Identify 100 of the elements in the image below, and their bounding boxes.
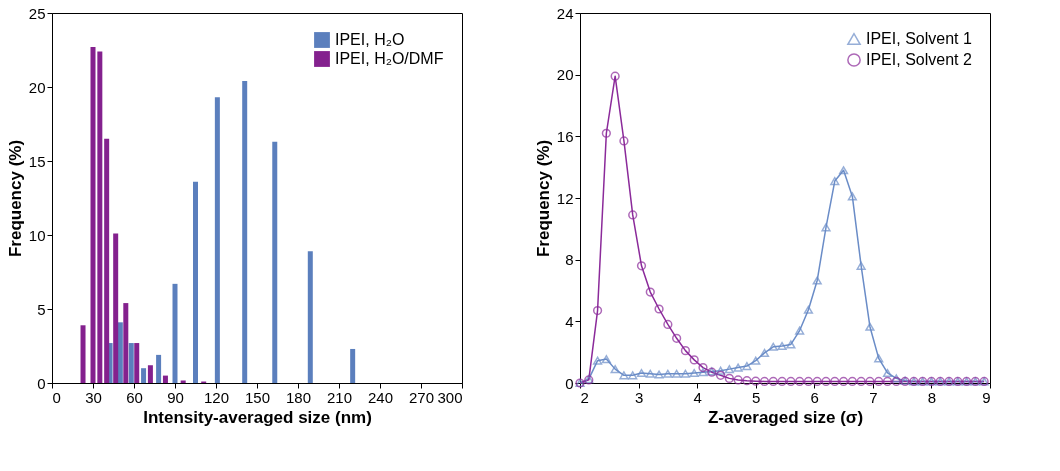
- point: [733, 363, 743, 372]
- point: [838, 376, 849, 387]
- point: [874, 354, 884, 363]
- point: [645, 369, 655, 378]
- y-tick-label: 25: [28, 4, 46, 22]
- y-tick-label: 10: [28, 226, 46, 244]
- x-tick-label: 30: [85, 388, 102, 406]
- point: [856, 261, 866, 270]
- point: [724, 373, 734, 383]
- point: [856, 376, 866, 387]
- point: [610, 365, 620, 374]
- x-tick-label: 210: [326, 388, 353, 406]
- point: [610, 71, 620, 81]
- point: [619, 136, 629, 146]
- point: [768, 342, 778, 351]
- x-axis-title: Intensity-averaged size (nm): [143, 407, 372, 427]
- y-tick-label: 0: [37, 374, 46, 392]
- point: [742, 376, 752, 386]
- y-tick-label: 20: [556, 66, 574, 84]
- point: [742, 361, 752, 371]
- point: [865, 322, 875, 331]
- bar: [242, 81, 248, 383]
- point: [636, 368, 647, 378]
- point: [636, 261, 647, 271]
- point: [891, 376, 901, 387]
- point: [601, 355, 611, 364]
- point: [847, 376, 857, 387]
- legend-label: IPEI, H₂O: [335, 31, 405, 48]
- point: [795, 376, 805, 387]
- point: [654, 370, 664, 379]
- point: [786, 340, 796, 349]
- x-tick-label: 0: [52, 388, 61, 406]
- x-tick-label: 3: [634, 388, 644, 406]
- bar: [113, 233, 119, 383]
- point: [715, 366, 726, 375]
- point: [759, 376, 770, 387]
- point: [821, 376, 831, 387]
- point: [795, 326, 805, 335]
- point: [663, 319, 673, 330]
- point: [698, 362, 708, 373]
- bar: [162, 375, 168, 383]
- y-axis-title: Frequency (%): [5, 139, 25, 258]
- point: [803, 376, 814, 387]
- point: [812, 376, 822, 387]
- point: [733, 375, 743, 385]
- bar: [172, 283, 178, 383]
- point: [628, 371, 638, 380]
- point: [768, 376, 778, 387]
- x-tick-label: 5: [752, 388, 761, 406]
- x-tick-label: 8: [927, 388, 937, 406]
- bar: [180, 380, 186, 383]
- x-tick-label: 180: [285, 388, 312, 406]
- y-tick-label: 15: [28, 152, 46, 170]
- x-tick-label: 120: [203, 388, 230, 406]
- y-axis-title: Frequency (%): [533, 139, 553, 258]
- bar: [307, 251, 313, 383]
- x-axis-title: Z-averaged size (σ): [707, 407, 864, 427]
- bar: [80, 325, 86, 383]
- point: [672, 369, 682, 378]
- x-tick-label: 2: [580, 388, 589, 406]
- bar: [117, 322, 123, 383]
- point: [830, 176, 840, 186]
- point: [830, 376, 840, 387]
- x-tick-label: 9: [982, 388, 991, 406]
- y-tick-label: 12: [556, 189, 574, 207]
- point: [882, 376, 893, 387]
- point: [777, 341, 787, 351]
- legend-label: IPEI, H₂O/DMF: [335, 50, 444, 67]
- point: [689, 355, 699, 365]
- x-tick-label: 7: [869, 388, 878, 406]
- y-tick-label: 5: [37, 300, 46, 318]
- x-tick-label: 6: [810, 388, 819, 406]
- point: [672, 333, 682, 343]
- x-tick-label: 150: [244, 388, 271, 406]
- x-tick-label: 90: [167, 388, 184, 406]
- x-tick-label: 240: [367, 388, 394, 406]
- y-tick-label: 16: [556, 127, 574, 145]
- point: [663, 369, 673, 378]
- point: [715, 370, 726, 380]
- point: [592, 305, 603, 316]
- bar: [123, 303, 129, 383]
- point: [628, 210, 638, 220]
- x-tick-label: 4: [693, 388, 702, 406]
- x-tick-label: 300: [437, 388, 463, 406]
- bar: [156, 354, 162, 383]
- y-tick-label: 8: [565, 251, 574, 269]
- point: [803, 305, 814, 314]
- legend-label: IPEI, Solvent 1: [866, 30, 972, 47]
- x-tick-label: 60: [126, 388, 143, 406]
- point: [645, 287, 655, 297]
- legend-label: IPEI, Solvent 2: [866, 51, 972, 68]
- point: [680, 369, 691, 378]
- y-tick-label: 0: [565, 374, 574, 392]
- point: [786, 376, 796, 387]
- bar: [272, 141, 278, 383]
- bar: [134, 343, 140, 383]
- point: [891, 374, 901, 383]
- point: [812, 276, 822, 285]
- point: [751, 376, 761, 386]
- point: [777, 376, 787, 387]
